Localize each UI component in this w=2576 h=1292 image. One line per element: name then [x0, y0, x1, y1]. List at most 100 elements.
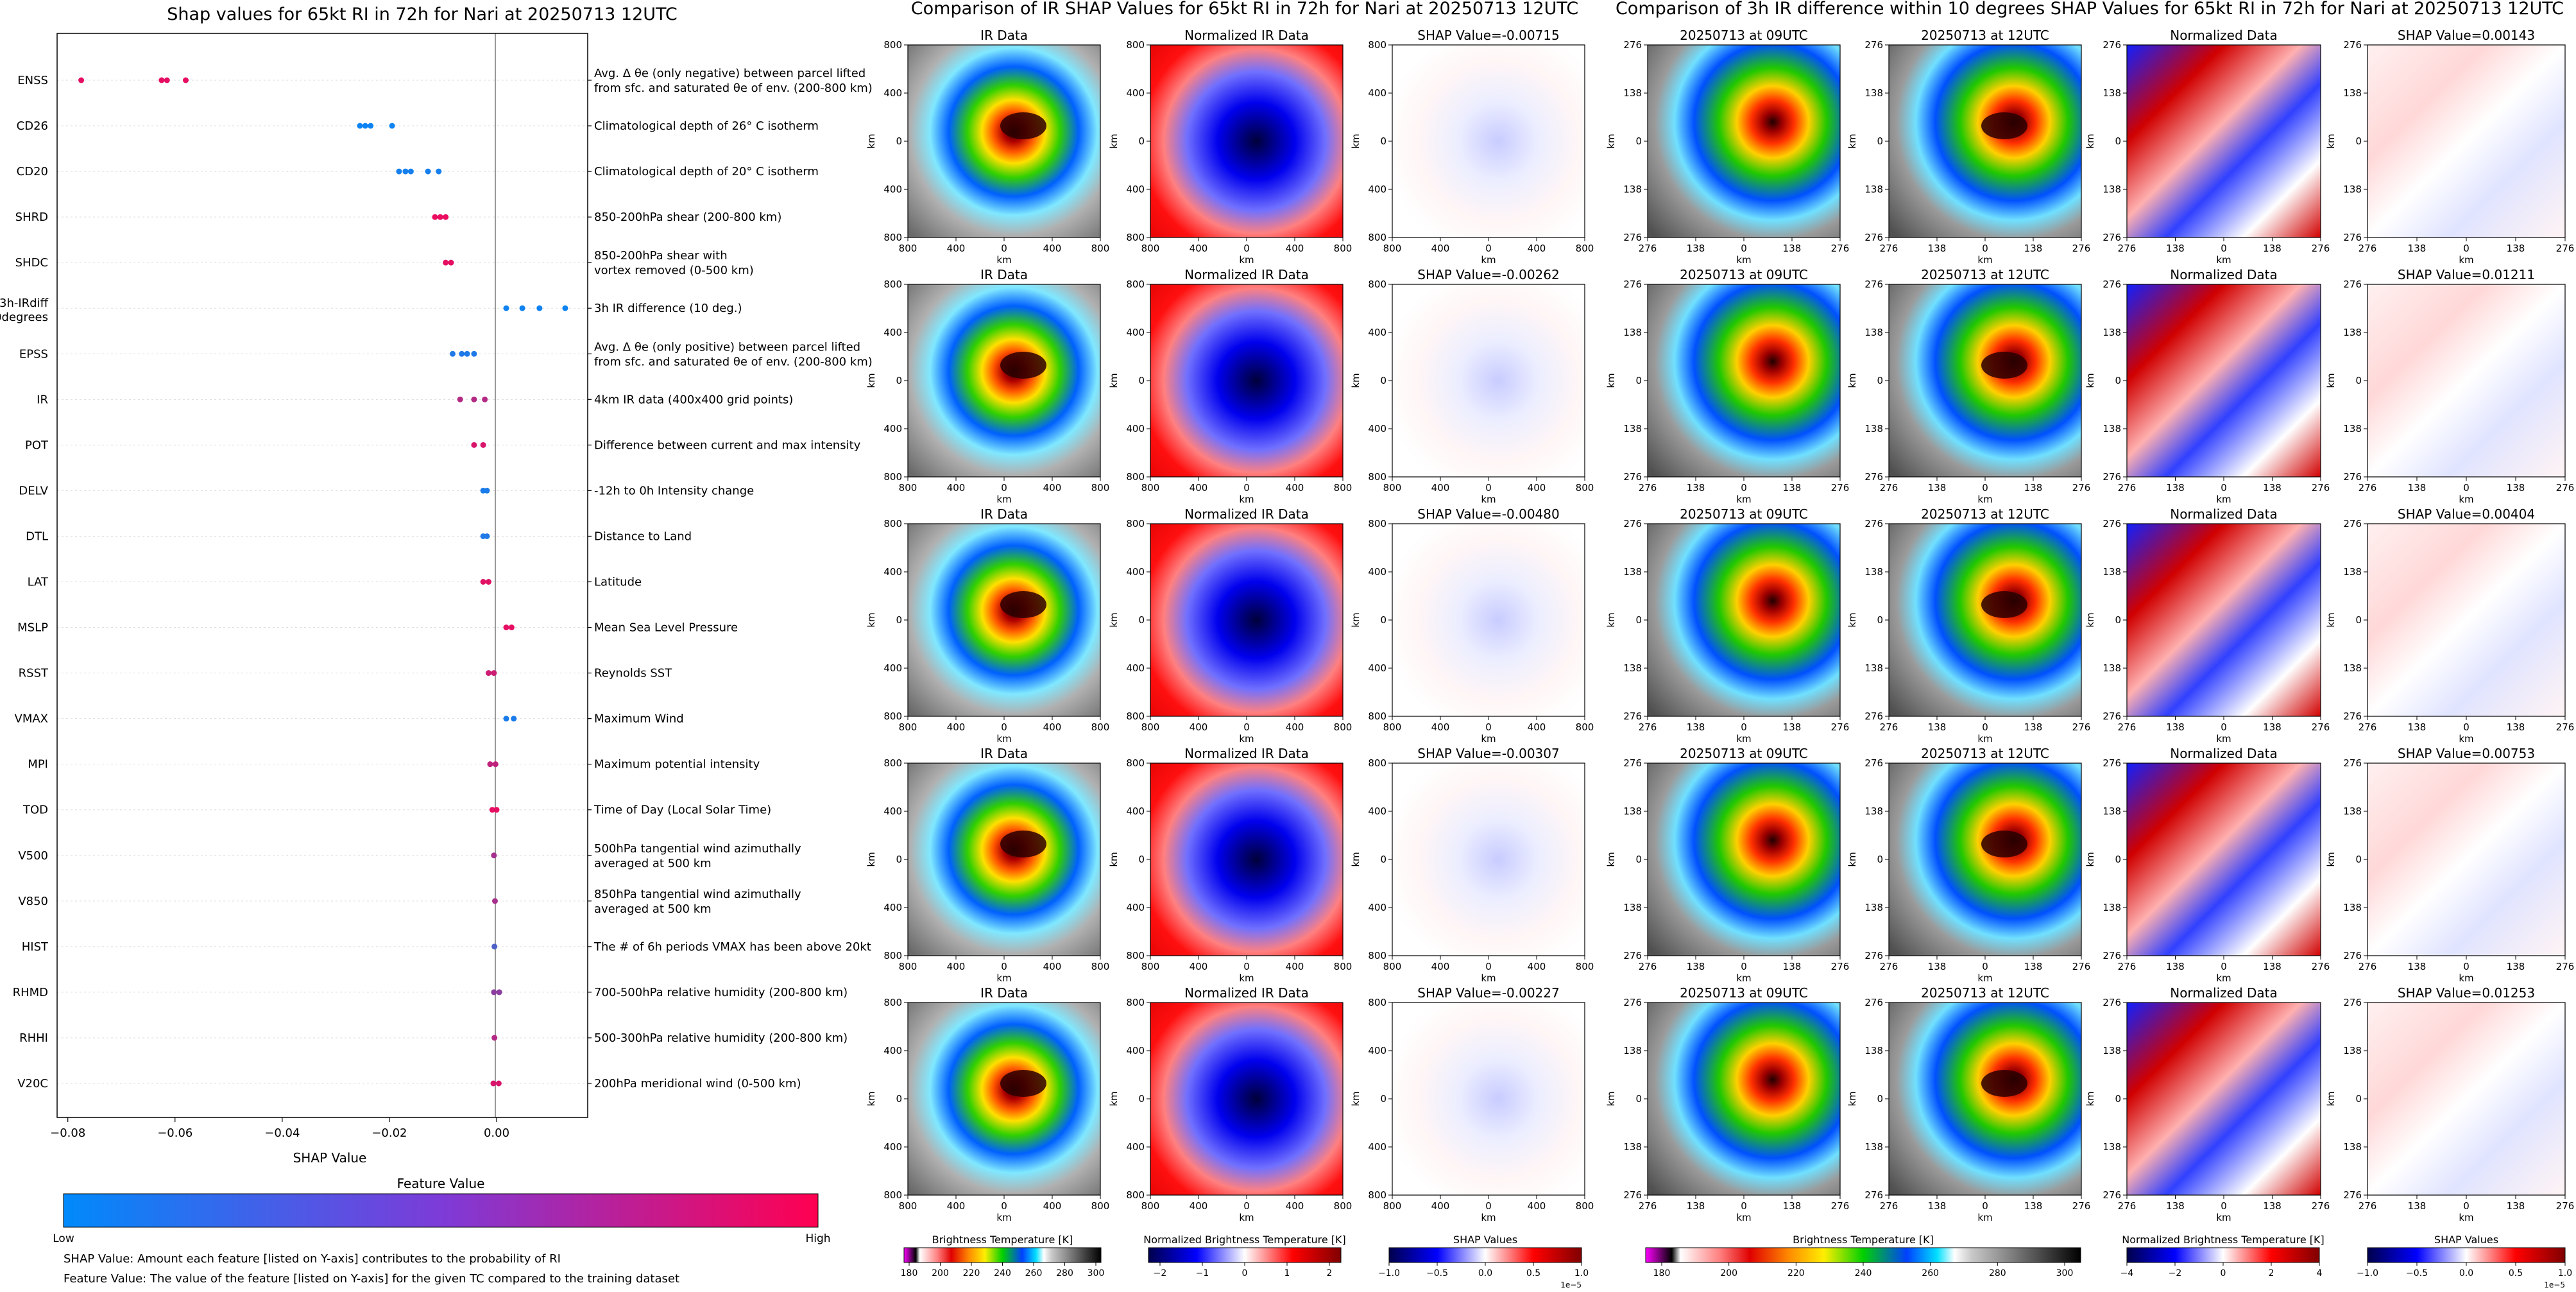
panel-image — [1888, 284, 2082, 478]
feature-name-label: TOD — [22, 804, 48, 817]
panel-image — [1888, 44, 2082, 238]
x-axis-label: km — [1977, 972, 1992, 984]
shap-point — [448, 259, 454, 266]
shap-point — [182, 77, 189, 83]
y-tick-label: 800 — [1368, 1189, 1386, 1201]
x-tick-label: 400 — [1286, 243, 1304, 254]
x-tick-label: 138 — [2024, 482, 2043, 494]
y-tick-label: 400 — [1368, 1045, 1386, 1056]
x-tick-label: 400 — [1190, 1200, 1208, 1212]
map-panel: 20250713 at 09UTC27627613813800138138276… — [1605, 267, 1849, 505]
colorbar-tick-label: −1 — [1196, 1268, 1209, 1279]
x-tick-label: 138 — [2263, 1200, 2282, 1212]
irdiff-comparison-colorbars: Brightness Temperature [K]180 200 220 240 26… — [1645, 1234, 2572, 1289]
x-tick-label: 276 — [2118, 721, 2137, 733]
y-tick-label: 276 — [1623, 1189, 1642, 1201]
y-tick-label: 800 — [1126, 471, 1145, 483]
panel-title: 20250713 at 09UTC — [1680, 985, 1808, 1001]
y-tick-label: 400 — [1368, 327, 1386, 338]
y-axis-label: km — [1350, 373, 1361, 388]
panel-image — [2367, 762, 2566, 956]
storm-core — [1000, 1070, 1046, 1097]
x-tick-label: 800 — [1383, 243, 1402, 254]
colorbar-tick-label: 220 — [1787, 1268, 1805, 1279]
y-tick-label: 138 — [2343, 327, 2362, 338]
shap-point — [503, 305, 509, 311]
panel-title: SHAP Value=0.00143 — [2398, 28, 2535, 43]
x-axis-label: km — [2459, 972, 2473, 984]
x-tick-label: 138 — [2507, 243, 2525, 254]
feature-name-label: EPSS — [19, 347, 48, 361]
panel-image — [1647, 1002, 1841, 1196]
x-tick-label: 400 — [1043, 961, 1062, 972]
x-tick-label: 138 — [2166, 482, 2185, 494]
panel-title: Normalized IR Data — [1184, 28, 1309, 43]
x-tick-label: 0 — [2463, 961, 2469, 972]
y-tick-label: 800 — [1126, 232, 1145, 243]
panel-title: 20250713 at 12UTC — [1921, 746, 2049, 761]
x-tick-label: 400 — [1431, 243, 1450, 254]
x-axis-ticks: −0.08 −0.06 −0.04 −0.02 0.00 — [50, 1117, 509, 1140]
x-tick-label: 400 — [1190, 721, 1208, 733]
y-tick-label: 400 — [1368, 662, 1386, 674]
feature-description: Time of Day (Local Solar Time) — [593, 804, 771, 817]
feature-name-label: LAT — [28, 576, 49, 589]
y-tick-label: 276 — [2103, 711, 2121, 722]
x-tick-label: 138 — [1928, 243, 1947, 254]
y-axis-label: km — [2085, 373, 2096, 388]
panel-image — [907, 762, 1101, 956]
shap-point — [480, 579, 486, 585]
y-tick-label: 276 — [2103, 757, 2121, 769]
y-tick-label: 800 — [1368, 232, 1386, 243]
y-tick-label: 800 — [883, 471, 902, 483]
y-tick-label: 138 — [2343, 184, 2362, 195]
y-tick-label: 0 — [1635, 375, 1642, 386]
y-tick-label: 400 — [1368, 184, 1386, 195]
shap-point — [511, 716, 517, 722]
x-tick-label: 400 — [1528, 961, 1546, 972]
y-axis-label: km — [2085, 134, 2096, 148]
x-tick-label: 400 — [947, 961, 966, 972]
colorbar-tick-label: 0 — [1242, 1268, 1248, 1279]
panel-title: IR Data — [980, 746, 1028, 761]
x-tick-label: 138 — [1687, 243, 1705, 254]
x-tick-label: 0.00 — [484, 1126, 509, 1140]
x-tick-label: 800 — [899, 1200, 917, 1212]
y-tick-label: 276 — [1864, 232, 1883, 243]
x-tick-label: 400 — [1528, 1200, 1546, 1212]
colorbar-tick-label: 280 — [1056, 1268, 1073, 1279]
x-tick-label: 800 — [1576, 961, 1594, 972]
y-tick-label: 0 — [2115, 614, 2121, 626]
panel-image — [2126, 284, 2321, 478]
y-axis-label: km — [1108, 373, 1120, 388]
x-tick-label: 138 — [2408, 482, 2427, 494]
y-axis-label: km — [1350, 852, 1361, 866]
x-tick-label: 0 — [1485, 482, 1492, 494]
y-tick-label: 276 — [2343, 950, 2362, 961]
x-tick-label: 0 — [1001, 482, 1007, 494]
feature-name-label: CD20 — [17, 165, 48, 178]
y-tick-label: 800 — [883, 950, 902, 961]
shap-point — [471, 396, 477, 402]
colorbar-tick-label: 180 — [1653, 1268, 1671, 1279]
y-axis-label: km — [2325, 1091, 2337, 1106]
y-tick-label: 800 — [1368, 757, 1386, 769]
y-tick-label: 0 — [1138, 135, 1145, 147]
x-axis-label: km — [1481, 972, 1496, 984]
y-tick-label: 138 — [1864, 662, 1883, 674]
feature-description: Avg. Δ θe (only positive) between parcel… — [594, 340, 873, 368]
y-tick-label: 0 — [2115, 1093, 2121, 1105]
y-tick-label: 800 — [1126, 518, 1145, 530]
y-tick-label: 138 — [1864, 1141, 1883, 1153]
y-tick-label: 138 — [1623, 1045, 1642, 1056]
feature-description: Distance to Land — [594, 530, 692, 543]
y-axis-label: km — [1108, 612, 1120, 627]
colorbar: Brightness Temperature [K] 180 200 220 240 26… — [901, 1234, 1105, 1279]
y-tick-label: 0 — [896, 854, 902, 865]
x-axis-label: SHAP Value — [293, 1150, 367, 1166]
x-tick-label: 400 — [947, 243, 966, 254]
y-axis-label: km — [2085, 1091, 2096, 1106]
y-tick-label: 276 — [1864, 1189, 1883, 1201]
x-axis-label: km — [2216, 1212, 2231, 1223]
